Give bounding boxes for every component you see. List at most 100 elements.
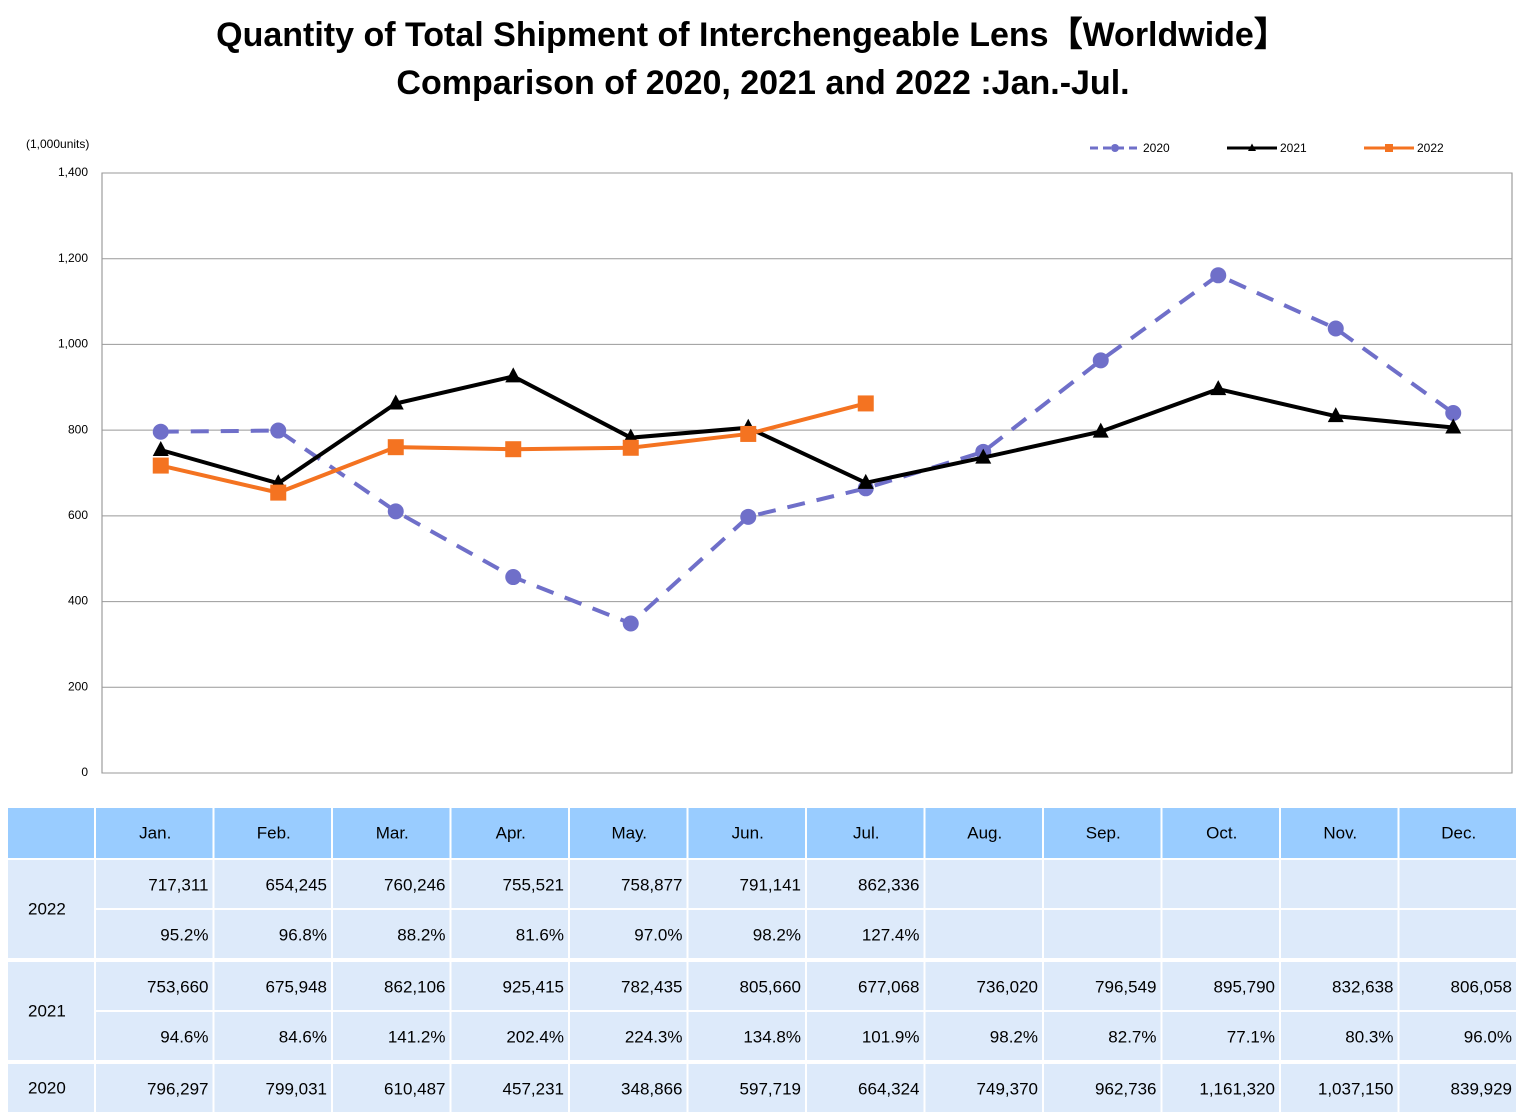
table-cell-value: 782,435 [621, 977, 682, 996]
data-point [152, 423, 169, 440]
table-cell-value: 755,521 [503, 875, 564, 894]
table-cell [451, 910, 568, 958]
table-header-label: Jan. [139, 823, 171, 842]
table-cell [925, 910, 1042, 958]
data-point [1210, 380, 1227, 396]
table-header-cell [1399, 808, 1516, 858]
table-cell-value: 799,031 [266, 1079, 327, 1098]
table-cell [570, 1064, 687, 1112]
table-cell [333, 860, 450, 908]
table-header-cell [925, 808, 1042, 858]
table-header-cell [807, 808, 924, 858]
table-cell [1399, 1012, 1516, 1060]
legend-label: 2022 [1417, 141, 1444, 155]
table-cell-value: 796,549 [1095, 977, 1156, 996]
table-header-label: Feb. [257, 823, 291, 842]
table-cell [925, 860, 1042, 908]
table-cell [214, 860, 331, 908]
legend-label: 2020 [1143, 141, 1170, 155]
table-cell [1399, 860, 1516, 908]
table-cell-value: 95.2% [160, 925, 208, 944]
table-cell [96, 1012, 213, 1060]
table-cell-value: 832,638 [1332, 977, 1393, 996]
table-cell [1044, 910, 1161, 958]
data-point [740, 425, 757, 442]
data-point [152, 441, 169, 457]
table-cell-value: 664,324 [858, 1079, 919, 1098]
table-header-cell [1281, 808, 1398, 858]
table-cell-value: 753,660 [147, 977, 208, 996]
table-cell [1044, 860, 1161, 908]
table-cell [451, 1064, 568, 1112]
table-cell-value: 862,106 [384, 977, 445, 996]
table-cell-value: 84.6% [279, 1027, 327, 1046]
table-cell-value: 675,948 [266, 977, 327, 996]
table-header-cell [570, 808, 687, 858]
table-header-label: Aug. [967, 823, 1002, 842]
y-tick-label: 200 [68, 679, 88, 693]
table-header-label: Nov. [1323, 823, 1357, 842]
table-cell-value: 791,141 [740, 875, 801, 894]
table-cell-value: 749,370 [977, 1079, 1038, 1098]
table-cell [570, 962, 687, 1010]
data-point [740, 508, 757, 525]
table-cell-value: 224.3% [625, 1027, 683, 1046]
table-cell-value: 80.3% [1345, 1027, 1393, 1046]
data-point [505, 569, 522, 586]
table-cell [1044, 1012, 1161, 1060]
table-cell-value: 862,336 [858, 875, 919, 894]
table-cell-value: 81.6% [516, 925, 564, 944]
data-point [1445, 405, 1462, 422]
table-cell [333, 1064, 450, 1112]
data-point [622, 615, 639, 632]
table-cell [1044, 962, 1161, 1010]
table-cell-value: 677,068 [858, 977, 919, 996]
table-cell-value: 98.2% [990, 1027, 1038, 1046]
table-cell [1044, 1064, 1161, 1112]
table-cell [1399, 962, 1516, 1010]
table-cell-value: 77.1% [1227, 1027, 1275, 1046]
table-header-cell [1044, 808, 1161, 858]
y-tick-label: 1,200 [58, 251, 88, 265]
table-cell [925, 1064, 1042, 1112]
table-cell [333, 910, 450, 958]
table-cell-value: 141.2% [388, 1027, 446, 1046]
data-point [975, 448, 992, 464]
table-cell [570, 910, 687, 958]
legend-label: 2021 [1280, 141, 1307, 155]
table-row-label: 2022 [28, 899, 66, 918]
data-point [857, 395, 874, 412]
table-header-cell [96, 808, 213, 858]
data-point [1327, 320, 1344, 337]
table-cell [214, 910, 331, 958]
y-unit-label: (1,000units) [26, 137, 89, 151]
table-cell [451, 1012, 568, 1060]
series-line [160, 374, 1454, 486]
table-cell [807, 962, 924, 1010]
table-cell-value: 736,020 [977, 977, 1038, 996]
chart-subtitle: Comparison of 2020, 2021 and 2022 :Jan.-… [396, 64, 1129, 102]
table-cell [688, 962, 805, 1010]
table-cell [925, 1012, 1042, 1060]
data-point [622, 439, 639, 456]
table-cell-value: 348,866 [621, 1079, 682, 1098]
table-cell [1281, 1064, 1398, 1112]
table-cell-value: 760,246 [384, 875, 445, 894]
table-cell [333, 962, 450, 1010]
table-cell [1399, 1064, 1516, 1112]
table-cell-value: 610,487 [384, 1079, 445, 1098]
table-cell [214, 1012, 331, 1060]
table-cell [688, 860, 805, 908]
table-cell-value: 98.2% [753, 925, 801, 944]
y-tick-label: 600 [68, 508, 88, 522]
table-cell-value: 597,719 [740, 1079, 801, 1098]
table-cell [1281, 910, 1398, 958]
table-row-label-cell [8, 962, 94, 1060]
y-tick-label: 0 [81, 765, 88, 779]
table-cell-value: 96.0% [1464, 1027, 1512, 1046]
table-cell [451, 962, 568, 1010]
data-point [387, 503, 404, 520]
table-cell-value: 962,736 [1095, 1079, 1156, 1098]
table-cell-value: 1,161,320 [1199, 1079, 1275, 1098]
data-point [505, 367, 522, 383]
